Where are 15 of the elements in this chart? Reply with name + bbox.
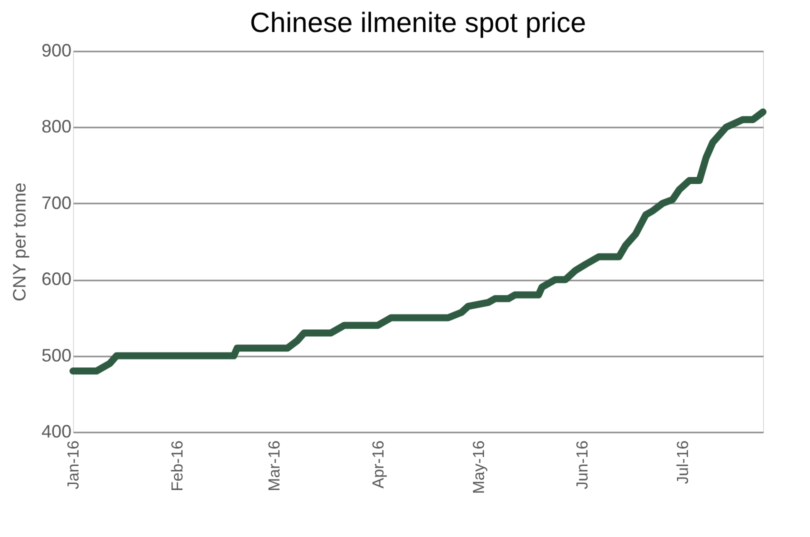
y-tick-label: 600 [41, 269, 72, 290]
x-tick-label: May-16 [470, 440, 488, 494]
y-tick-label: 800 [41, 116, 72, 137]
x-tick-label: Feb-16 [169, 440, 186, 492]
chart-title: Chinese ilmenite spot price [250, 7, 586, 38]
y-tick-label: 400 [41, 422, 72, 442]
x-tick-label: Mar-16 [266, 440, 284, 492]
x-tick-label: Apr-16 [370, 440, 388, 489]
x-tick-label: Jun-16 [574, 440, 592, 490]
y-axis-title: CNY per tonne [9, 182, 30, 302]
x-tick-label: Jan-16 [66, 440, 82, 490]
y-tick-label: 500 [41, 345, 72, 366]
y-tick-label: 700 [41, 192, 72, 213]
x-tick-label: Jul-16 [675, 440, 692, 484]
y-tick-label: 900 [41, 40, 72, 60]
